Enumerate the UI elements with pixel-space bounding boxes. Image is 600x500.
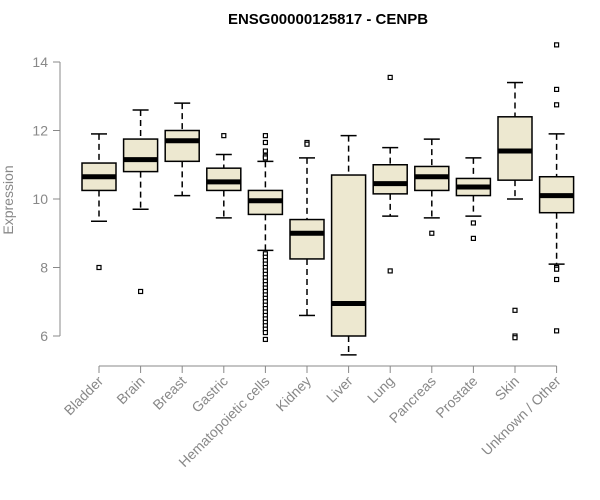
x-tick-label: Lung [364, 373, 397, 406]
x-tick-label: Unknown / Other [478, 373, 564, 459]
box-group [122, 109, 159, 295]
box-iqr [497, 116, 533, 181]
outlier-point [553, 42, 560, 48]
outlier-point [262, 329, 268, 336]
outlier-point [470, 235, 476, 241]
x-tick-label: Kidney [273, 373, 315, 415]
y-tick-label: 10 [32, 191, 48, 207]
box-group [372, 74, 408, 274]
box-group [497, 81, 533, 341]
y-axis: 6 8 10 12 14 [32, 54, 61, 344]
outlier-point [553, 86, 560, 93]
chart-title: ENSG00000125817 - CENPB [228, 11, 428, 28]
outlier-point [387, 74, 393, 81]
x-tick-label: Prostate [432, 373, 480, 421]
outlier-point [138, 288, 144, 295]
outlier-point [262, 155, 268, 161]
box-iqr [372, 164, 408, 195]
box-group [164, 102, 200, 197]
box-group [538, 42, 575, 334]
box-group [330, 134, 367, 356]
outlier-point [262, 148, 268, 154]
box-iqr [330, 174, 367, 337]
outlier-point [429, 230, 435, 236]
x-tick-label: Bladder [61, 373, 107, 419]
outlier-point [512, 335, 518, 341]
box-iqr [206, 167, 242, 192]
box-group [247, 133, 284, 343]
box-iqr [289, 218, 325, 260]
outlier-point [262, 139, 268, 146]
y-axis-label: Expression [0, 165, 16, 234]
outlier-point [553, 266, 560, 272]
outlier-point [304, 141, 310, 147]
y-tick-label: 8 [40, 260, 48, 276]
outlier-point [262, 133, 268, 139]
y-tick-label: 6 [40, 328, 48, 344]
box-group [289, 139, 325, 317]
x-tick-label: Liver [323, 373, 356, 406]
outlier-point [387, 268, 393, 274]
box-group [455, 157, 492, 241]
y-tick-label: 12 [32, 123, 48, 139]
outlier-point [96, 264, 102, 271]
box-iqr [122, 138, 159, 173]
x-tick-label: Skin [492, 373, 523, 404]
box-iqr [164, 129, 200, 163]
outlier-point [553, 328, 560, 334]
box-group [206, 133, 242, 219]
outlier-point [221, 133, 227, 139]
y-tick-label: 14 [32, 54, 48, 70]
outlier-point [262, 336, 268, 343]
outlier-point [512, 307, 518, 313]
x-tick-label: Brain [113, 373, 147, 407]
x-tick-label: Breast [149, 373, 189, 413]
plot-area [81, 42, 575, 356]
outlier-point [553, 276, 560, 283]
outlier-point [553, 102, 560, 108]
box-group [414, 138, 450, 236]
box-group [81, 133, 117, 271]
outlier-point [470, 220, 476, 226]
